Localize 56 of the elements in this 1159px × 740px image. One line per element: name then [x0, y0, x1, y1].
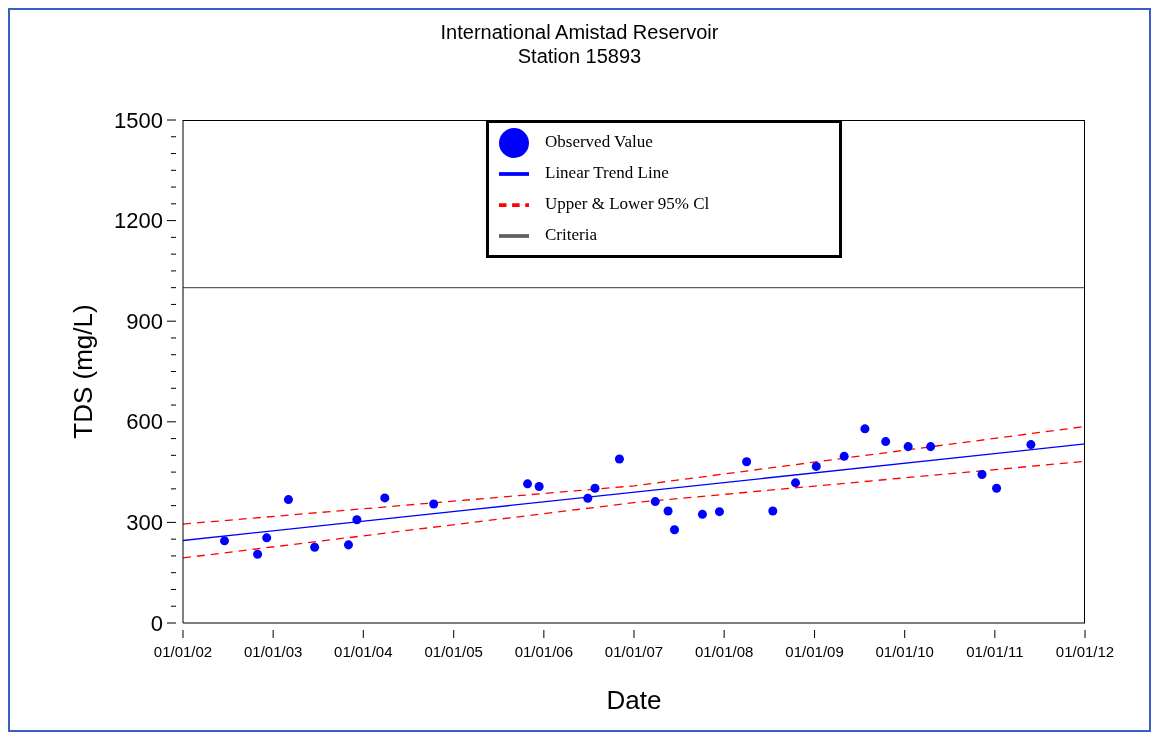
point	[977, 469, 987, 479]
y-tick-label: 1500	[114, 107, 163, 133]
point	[352, 515, 362, 525]
point	[523, 479, 533, 489]
point	[1026, 440, 1036, 450]
point	[992, 483, 1002, 493]
point	[768, 506, 778, 516]
legend-label: Linear Trend Line	[545, 163, 669, 183]
point	[881, 437, 891, 447]
point	[262, 533, 272, 543]
point	[811, 461, 821, 471]
point	[429, 499, 439, 509]
point	[380, 493, 390, 503]
x-tick-label: 01/01/05	[424, 643, 483, 660]
chart-subtitle: Station 15893	[516, 44, 643, 68]
point	[714, 507, 724, 517]
x-tick-label: 01/01/02	[153, 643, 213, 660]
point	[860, 424, 870, 434]
point	[669, 525, 680, 535]
point	[839, 451, 849, 461]
y-tick-label: 900	[126, 308, 163, 334]
x-tick-label: 01/01/04	[334, 643, 393, 660]
x-tick-label: 01/01/03	[243, 643, 303, 660]
point	[534, 482, 544, 492]
point	[583, 493, 593, 503]
x-tick-label: 01/01/08	[694, 643, 754, 660]
x-tick-label: 01/01/06	[514, 643, 574, 660]
y-tick-label: 0	[150, 610, 163, 636]
x-tick-label: 01/01/12	[1055, 643, 1115, 660]
point	[791, 478, 801, 488]
legend-label: Upper & Lower 95% Cl	[545, 194, 710, 214]
chart-title: International Amistad Reservoir	[439, 20, 720, 44]
point	[253, 549, 263, 559]
y-tick-label: 600	[126, 409, 163, 435]
point	[663, 506, 673, 516]
point	[310, 542, 320, 552]
y-axis-title: TDS (mg/L)	[68, 304, 99, 439]
point	[742, 457, 752, 467]
legend-label: Observed Value	[545, 132, 653, 151]
point	[343, 540, 353, 550]
point	[590, 483, 600, 493]
point	[697, 509, 707, 519]
y-tick-label: 1200	[114, 208, 163, 234]
point	[650, 497, 660, 507]
point	[903, 442, 913, 452]
x-tick-label: 01/01/11	[966, 643, 1024, 660]
x-tick-label: 01/01/09	[785, 643, 844, 660]
point	[219, 536, 230, 546]
point	[283, 495, 293, 505]
legend-label: Criteria	[545, 225, 597, 245]
x-tick-label: 01/01/10	[875, 643, 934, 660]
x-tick-label: 01/01/07	[604, 643, 664, 660]
x-axis-title: Date	[606, 685, 662, 715]
point	[614, 454, 624, 464]
y-tick-label: 300	[126, 509, 163, 535]
point	[926, 442, 936, 452]
